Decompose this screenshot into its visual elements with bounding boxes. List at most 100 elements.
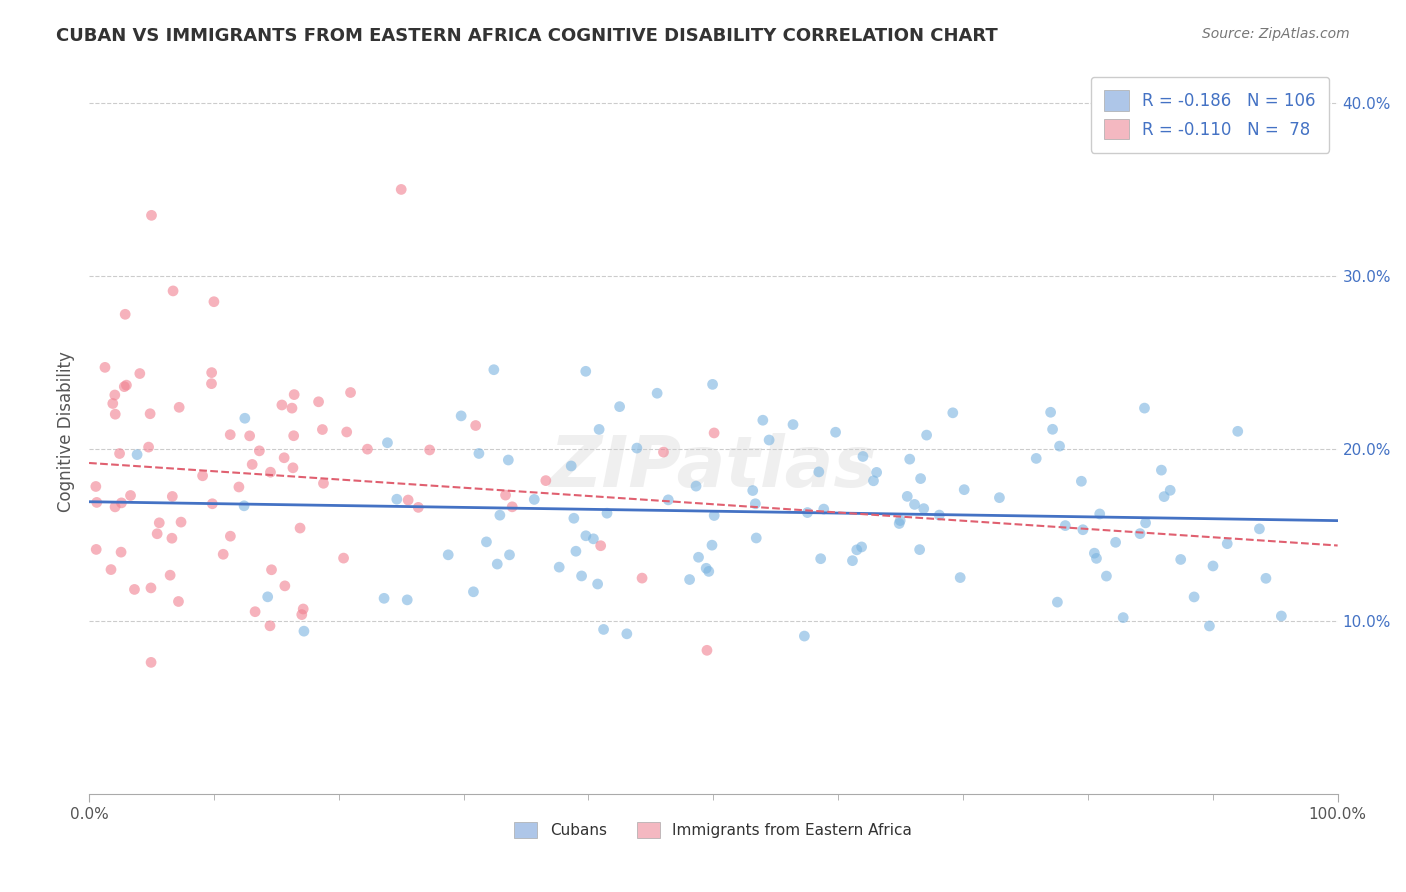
Cubans — [824, 425, 846, 440]
Immigrants from Eastern Africa — [312, 476, 335, 491]
Cubans — [645, 386, 668, 401]
Legend: Cubans, Immigrants from Eastern Africa: Cubans, Immigrants from Eastern Africa — [509, 816, 918, 845]
Cubans — [741, 483, 763, 498]
Immigrants from Eastern Africa — [239, 429, 262, 443]
Immigrants from Eastern Africa — [159, 568, 181, 582]
Cubans — [1198, 619, 1220, 633]
Text: Source: ZipAtlas.com: Source: ZipAtlas.com — [1202, 27, 1350, 41]
Cubans — [1170, 552, 1192, 566]
Cubans — [562, 511, 585, 525]
Immigrants from Eastern Africa — [200, 376, 222, 391]
Immigrants from Eastern Africa — [124, 582, 146, 597]
Immigrants from Eastern Africa — [128, 367, 150, 381]
Immigrants from Eastern Africa — [139, 656, 162, 670]
Immigrants from Eastern Africa — [240, 458, 263, 472]
Cubans — [1071, 523, 1094, 537]
Cubans — [1249, 522, 1271, 536]
Immigrants from Eastern Africa — [408, 500, 430, 515]
Immigrants from Eastern Africa — [534, 474, 557, 488]
Cubans — [463, 584, 485, 599]
Cubans — [565, 544, 588, 558]
Cubans — [1025, 451, 1047, 466]
Cubans — [915, 428, 938, 442]
Immigrants from Eastern Africa — [228, 480, 250, 494]
Immigrants from Eastern Africa — [120, 488, 142, 502]
Cubans — [575, 364, 598, 378]
Cubans — [1216, 537, 1239, 551]
Cubans — [571, 569, 593, 583]
Immigrants from Eastern Africa — [86, 495, 108, 509]
Immigrants from Eastern Africa — [104, 500, 127, 514]
Cubans — [609, 400, 631, 414]
Cubans — [548, 560, 571, 574]
Cubans — [695, 561, 717, 575]
Cubans — [703, 508, 725, 523]
Cubans — [1046, 595, 1069, 609]
Cubans — [782, 417, 804, 432]
Immigrants from Eastern Africa — [495, 488, 517, 502]
Y-axis label: Cognitive Disability: Cognitive Disability — [58, 351, 75, 512]
Immigrants from Eastern Africa — [703, 425, 725, 440]
Immigrants from Eastern Africa — [291, 607, 314, 622]
Immigrants from Eastern Africa — [339, 385, 361, 400]
Cubans — [845, 542, 868, 557]
Immigrants from Eastern Africa — [160, 531, 183, 545]
Cubans — [377, 435, 399, 450]
Cubans — [626, 441, 648, 455]
Cubans — [1182, 590, 1205, 604]
Cubans — [233, 499, 256, 513]
Immigrants from Eastern Africa — [308, 394, 330, 409]
Immigrants from Eastern Africa — [115, 378, 138, 392]
Cubans — [851, 540, 873, 554]
Cubans — [1054, 518, 1077, 533]
Cubans — [475, 534, 498, 549]
Immigrants from Eastern Africa — [148, 516, 170, 530]
Cubans — [1112, 610, 1135, 624]
Cubans — [486, 557, 509, 571]
Immigrants from Eastern Africa — [201, 366, 224, 380]
Immigrants from Eastern Africa — [292, 602, 315, 616]
Cubans — [678, 573, 700, 587]
Cubans — [896, 489, 918, 503]
Cubans — [489, 508, 512, 523]
Cubans — [1135, 516, 1157, 530]
Cubans — [1095, 569, 1118, 583]
Immigrants from Eastern Africa — [274, 579, 297, 593]
Cubans — [560, 458, 582, 473]
Immigrants from Eastern Africa — [283, 428, 305, 442]
Text: CUBAN VS IMMIGRANTS FROM EASTERN AFRICA COGNITIVE DISABILITY CORRELATION CHART: CUBAN VS IMMIGRANTS FROM EASTERN AFRICA … — [56, 27, 998, 45]
Cubans — [745, 531, 768, 545]
Cubans — [752, 413, 775, 427]
Cubans — [841, 554, 863, 568]
Immigrants from Eastern Africa — [332, 551, 354, 566]
Immigrants from Eastern Africa — [273, 450, 295, 465]
Immigrants from Eastern Africa — [288, 521, 311, 535]
Cubans — [810, 551, 832, 566]
Immigrants from Eastern Africa — [631, 571, 654, 585]
Cubans — [385, 492, 408, 507]
Cubans — [862, 474, 884, 488]
Immigrants from Eastern Africa — [114, 307, 136, 321]
Cubans — [889, 514, 911, 528]
Immigrants from Eastern Africa — [212, 547, 235, 561]
Cubans — [903, 497, 925, 511]
Immigrants from Eastern Africa — [84, 479, 107, 493]
Immigrants from Eastern Africa — [139, 407, 162, 421]
Cubans — [758, 433, 780, 447]
Cubans — [373, 591, 395, 606]
Cubans — [1226, 425, 1249, 439]
Cubans — [1129, 526, 1152, 541]
Immigrants from Eastern Africa — [259, 465, 281, 479]
Cubans — [949, 571, 972, 585]
Immigrants from Eastern Africa — [396, 493, 419, 508]
Cubans — [928, 508, 950, 522]
Cubans — [292, 624, 315, 639]
Cubans — [468, 446, 491, 460]
Immigrants from Eastern Africa — [138, 440, 160, 454]
Immigrants from Eastern Africa — [167, 594, 190, 608]
Cubans — [586, 577, 609, 591]
Cubans — [912, 501, 935, 516]
Immigrants from Eastern Africa — [201, 497, 224, 511]
Cubans — [796, 506, 818, 520]
Immigrants from Eastern Africa — [243, 605, 266, 619]
